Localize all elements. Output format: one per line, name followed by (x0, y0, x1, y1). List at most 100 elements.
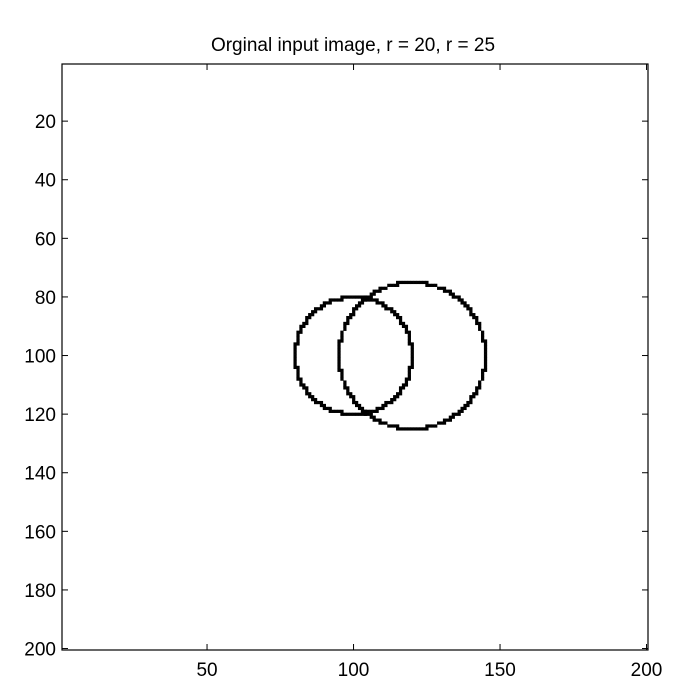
circle-pixel (457, 412, 461, 416)
circle-pixel (431, 424, 435, 428)
circle-pixel (378, 418, 382, 422)
circle-pixel (343, 295, 347, 299)
circle-pixel (296, 330, 300, 334)
circle-pixel (390, 310, 394, 314)
circle-pixel (340, 368, 344, 372)
y-tick-label: 20 (35, 112, 56, 133)
circle-pixel (469, 395, 473, 399)
circle-pixel (451, 295, 455, 299)
circle-pixel (475, 315, 479, 320)
circle-pixel (425, 427, 429, 431)
circle-pixel (404, 327, 409, 331)
circle-pixel (378, 286, 382, 290)
circle-pixel (363, 298, 368, 302)
circle-pixel (346, 321, 350, 326)
circle-pixel (328, 406, 332, 411)
circle-pixel (372, 289, 376, 293)
circle-pixel (407, 336, 411, 340)
circle-pixel (378, 301, 382, 305)
circle-pixel (460, 298, 464, 302)
circle-pixel (357, 403, 362, 408)
circle-pixel (469, 313, 473, 317)
circle-pixel (387, 307, 391, 311)
circle-pixel (384, 304, 388, 308)
axis-ticks: 50 100 150 200 20 40 60 80 100 120 140 160 180 200 (24, 64, 662, 681)
circle-pixel (475, 386, 479, 390)
circle-pixel (398, 318, 403, 323)
circle-pixel (363, 412, 368, 416)
circle-pixel (463, 403, 467, 408)
circle-pixel (434, 424, 438, 428)
circle-pixel (311, 310, 315, 314)
circle-pixel (305, 386, 309, 390)
circle-pixel (296, 377, 300, 381)
circle-pixel (480, 377, 485, 381)
circle-pixel (387, 400, 391, 405)
circle-pixel (293, 348, 297, 352)
x-tick-label: 150 (484, 660, 516, 681)
circle-pixel (401, 386, 406, 390)
circle-pixel (340, 371, 344, 375)
circle-pixel (466, 403, 470, 408)
circle-pixel (340, 409, 344, 413)
circle-pixel (442, 289, 447, 293)
circle-pixel (346, 318, 350, 323)
circle-pixel (422, 280, 426, 285)
circle-pixel (319, 304, 324, 308)
circle-pixel (393, 283, 397, 287)
circle-pixel (352, 412, 356, 416)
circle-pixel (463, 301, 467, 305)
circle-pixel (352, 310, 356, 314)
circle-pixel (346, 392, 350, 396)
circle-pixel (340, 336, 344, 340)
circle-pixel (325, 301, 329, 305)
circle-pixel (340, 412, 344, 416)
circle-pixel (372, 418, 376, 422)
circle-pixel (396, 283, 400, 287)
circle-pixel (308, 395, 312, 399)
circle-pixel (381, 403, 385, 408)
circle-pixel (343, 412, 347, 416)
circle-pixel (439, 286, 444, 290)
circle-pixel (346, 295, 350, 299)
circle-pixel (293, 345, 297, 349)
circle-pixel (381, 406, 385, 411)
circle-pixel (343, 380, 347, 384)
circle-pixel (325, 406, 329, 411)
circle-pixel (410, 342, 414, 346)
circle-pixel (381, 304, 385, 308)
circle-pixel (390, 424, 394, 428)
circle-pixel (469, 400, 473, 405)
circle-pixel (425, 280, 429, 285)
circle-pixel (337, 357, 341, 361)
circle-pixel (319, 400, 324, 405)
circle-pixel (349, 392, 353, 396)
circle-pixel (352, 313, 356, 317)
circle-pixel (349, 295, 353, 299)
circle-pixel (296, 365, 300, 370)
circle-pixel (305, 392, 309, 396)
circle-pixel (346, 315, 350, 320)
circle-pixel (366, 409, 370, 413)
circle-pixel (369, 298, 373, 302)
circle-pixel (390, 400, 394, 405)
circle-pixel (337, 298, 341, 302)
circle-pixel (451, 292, 455, 296)
circle-pixel (308, 392, 312, 396)
circle-pixel (472, 395, 476, 399)
circle-pixel (337, 359, 341, 364)
circle-pixel (439, 421, 444, 425)
circle-pixel (360, 298, 365, 302)
circle-pixel (401, 427, 406, 431)
circle-pixel (340, 333, 344, 337)
circle-pixel (469, 307, 473, 311)
circle-pixel (384, 286, 388, 290)
circle-pixel (369, 409, 373, 413)
circle-pixel (357, 406, 362, 411)
circle-pixel (466, 400, 470, 405)
circle-pixel (296, 371, 300, 375)
circle-pixel (352, 295, 356, 299)
y-tick-label: 160 (24, 522, 56, 543)
circle-pixel (384, 307, 388, 311)
circle-pixel (410, 427, 414, 431)
